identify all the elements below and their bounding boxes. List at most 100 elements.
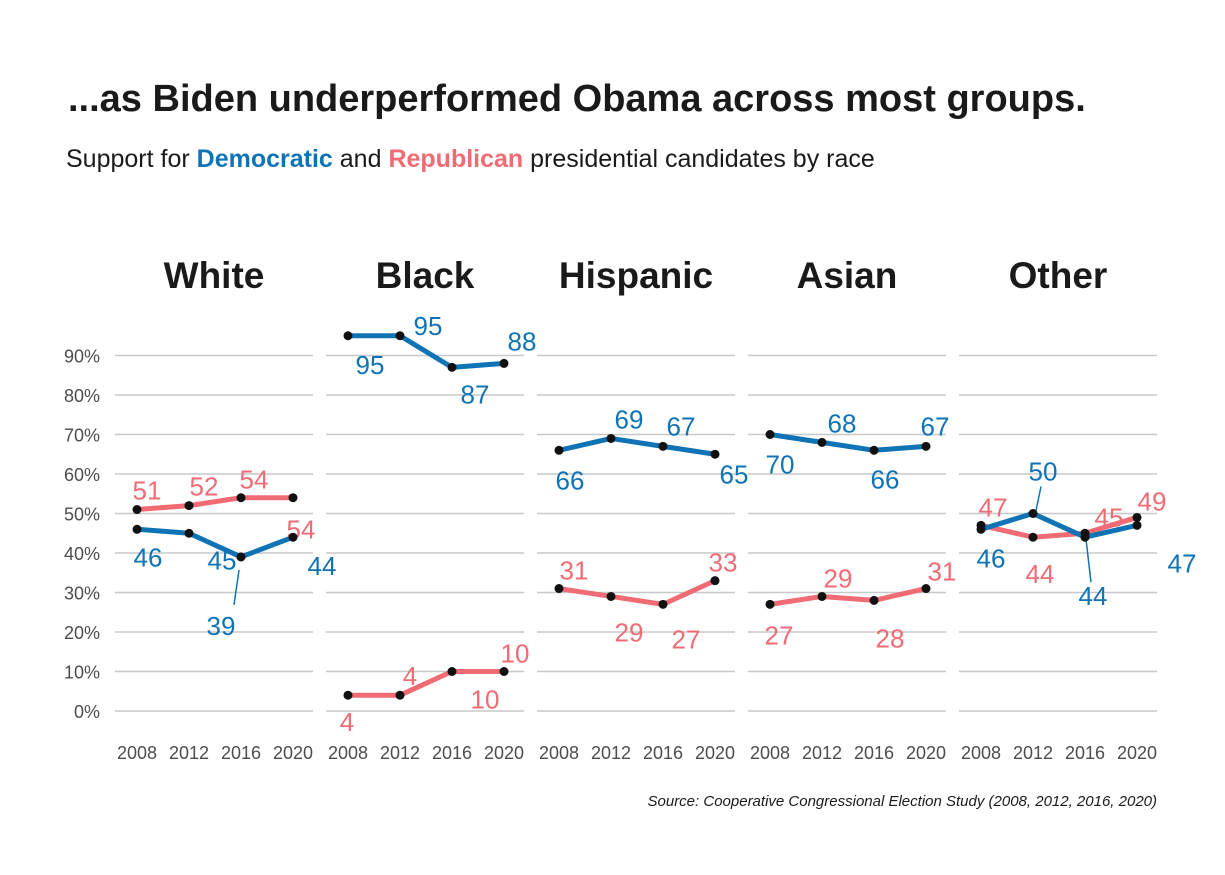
data-label: 54 bbox=[240, 465, 269, 495]
data-label: 45 bbox=[1095, 502, 1124, 532]
data-point bbox=[765, 599, 775, 609]
x-tick-label: 2008 bbox=[328, 743, 368, 763]
data-label: 52 bbox=[190, 472, 219, 502]
panel-title-other: Other bbox=[1009, 255, 1108, 296]
data-label: 47 bbox=[979, 492, 1008, 522]
data-point bbox=[606, 433, 616, 443]
series-line-republican bbox=[345, 669, 507, 698]
data-point bbox=[554, 445, 564, 455]
data-point bbox=[1028, 509, 1038, 518]
x-tick-label: 2012 bbox=[802, 743, 842, 763]
data-label: 49 bbox=[1138, 486, 1167, 516]
series-line-democratic bbox=[345, 333, 507, 370]
data-label: 10 bbox=[501, 639, 530, 669]
series-line-democratic bbox=[767, 432, 929, 453]
x-tick-label: 2008 bbox=[539, 743, 579, 763]
chart-title: ...as Biden underperformed Obama across … bbox=[68, 78, 1086, 120]
x-tick-label: 2012 bbox=[591, 743, 631, 763]
y-tick-label: 40% bbox=[64, 544, 100, 564]
series-line-democratic bbox=[556, 435, 718, 457]
chart-subtitle: Support for Democratic and Republican pr… bbox=[66, 145, 875, 174]
x-tick-label: 2008 bbox=[961, 743, 1001, 763]
data-point bbox=[499, 667, 509, 676]
series-line-republican bbox=[767, 586, 929, 607]
data-label: 29 bbox=[615, 617, 644, 647]
x-tick-label: 2016 bbox=[432, 743, 472, 763]
x-tick-label: 2012 bbox=[169, 743, 209, 763]
data-label: 31 bbox=[560, 556, 589, 586]
data-label: 95 bbox=[414, 311, 443, 341]
data-label: 67 bbox=[667, 411, 696, 441]
data-label: 44 bbox=[1026, 559, 1055, 589]
subtitle-democratic-label: Democratic bbox=[196, 145, 333, 173]
data-point bbox=[869, 595, 879, 605]
data-label: 46 bbox=[134, 542, 163, 572]
data-point bbox=[236, 493, 246, 503]
data-label: 33 bbox=[709, 548, 738, 578]
data-label: 68 bbox=[828, 408, 857, 438]
data-label: 44 bbox=[308, 551, 337, 581]
data-point bbox=[869, 445, 879, 455]
data-point bbox=[1080, 532, 1090, 542]
series-line-republican bbox=[134, 495, 296, 513]
y-tick-label: 20% bbox=[64, 623, 100, 643]
data-point bbox=[976, 524, 986, 534]
data-label: 27 bbox=[765, 620, 794, 650]
panel-title-white: White bbox=[164, 255, 265, 296]
data-label: 27 bbox=[672, 624, 701, 654]
data-label: 31 bbox=[928, 557, 957, 587]
data-point bbox=[710, 449, 720, 459]
x-tick-label: 2008 bbox=[750, 743, 790, 763]
subtitle-before: Support for bbox=[66, 145, 190, 173]
data-point bbox=[1132, 512, 1142, 522]
panel-title-asian: Asian bbox=[797, 255, 898, 296]
data-point bbox=[236, 552, 246, 562]
data-label: 66 bbox=[871, 464, 900, 494]
data-point bbox=[817, 437, 827, 447]
data-point bbox=[658, 599, 668, 609]
data-label: 28 bbox=[876, 623, 905, 653]
data-point bbox=[447, 667, 457, 676]
data-label: 50 bbox=[1029, 457, 1058, 487]
source-note: Source: Cooperative Congressional Electi… bbox=[647, 793, 1158, 810]
series-line-democratic bbox=[978, 511, 1140, 540]
series-line-democratic bbox=[134, 526, 296, 560]
data-point bbox=[132, 524, 142, 534]
x-tick-label: 2020 bbox=[273, 743, 313, 763]
data-point bbox=[132, 505, 142, 515]
data-point bbox=[395, 331, 405, 341]
data-point bbox=[710, 576, 720, 586]
data-label: 47 bbox=[1168, 548, 1197, 578]
x-tick-label: 2012 bbox=[380, 743, 420, 763]
subtitle-after: presidential candidates by race bbox=[530, 145, 875, 173]
x-tick-label: 2016 bbox=[643, 743, 683, 763]
data-label: 65 bbox=[720, 459, 749, 489]
y-tick-label: 80% bbox=[64, 386, 100, 406]
subtitle-mid: and bbox=[339, 145, 382, 173]
x-tick-label: 2016 bbox=[854, 743, 894, 763]
data-label: 87 bbox=[461, 379, 490, 409]
data-point bbox=[921, 584, 931, 594]
data-point bbox=[1028, 532, 1038, 542]
data-label: 46 bbox=[977, 543, 1006, 573]
panel-title-black: Black bbox=[376, 255, 475, 296]
data-label: 45 bbox=[208, 545, 237, 575]
panel-title-hispanic: Hispanic bbox=[559, 255, 713, 296]
label-leader-line bbox=[1035, 486, 1042, 511]
data-point bbox=[554, 584, 564, 594]
data-label: 51 bbox=[133, 476, 162, 506]
y-tick-label: 50% bbox=[64, 505, 100, 525]
data-point bbox=[343, 331, 353, 341]
data-label: 69 bbox=[615, 404, 644, 434]
data-label: 44 bbox=[1079, 581, 1108, 611]
data-point bbox=[1132, 520, 1142, 530]
data-point bbox=[765, 430, 775, 439]
x-tick-label: 2020 bbox=[1117, 743, 1157, 763]
y-tick-label: 10% bbox=[64, 663, 100, 683]
data-point bbox=[184, 501, 194, 511]
data-point bbox=[921, 441, 931, 451]
data-point bbox=[288, 493, 298, 503]
data-point bbox=[288, 532, 298, 542]
data-label: 4 bbox=[403, 661, 417, 691]
